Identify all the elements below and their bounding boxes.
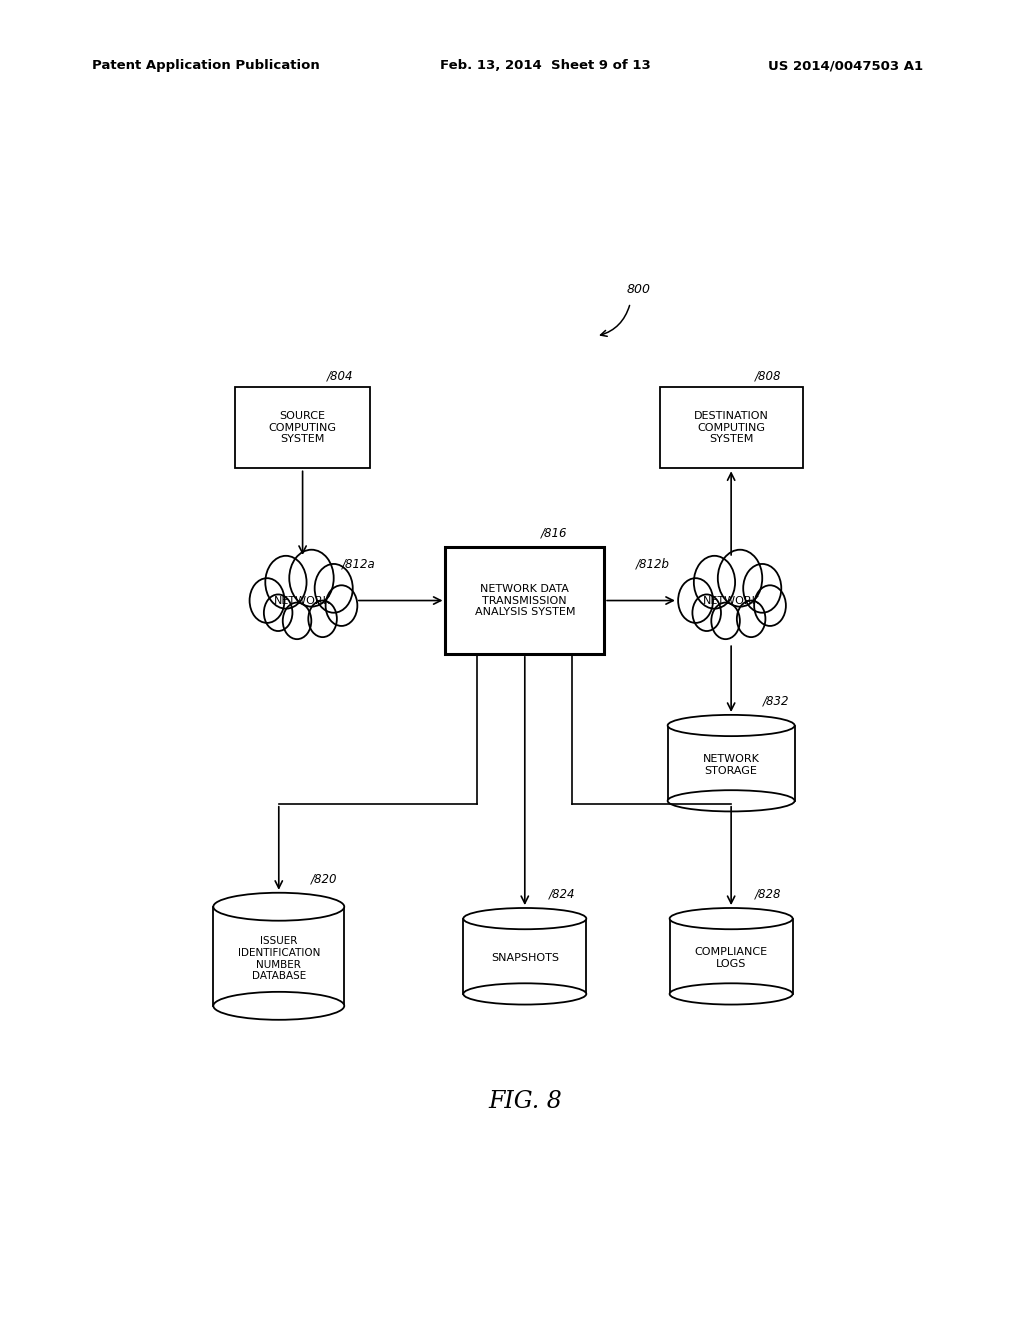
Ellipse shape	[213, 991, 344, 1020]
Circle shape	[326, 585, 357, 626]
Circle shape	[308, 601, 337, 638]
Bar	[463, 919, 587, 994]
Ellipse shape	[463, 908, 587, 929]
Ellipse shape	[668, 791, 795, 812]
Text: NETWORK
STORAGE: NETWORK STORAGE	[702, 754, 760, 776]
Text: Feb. 13, 2014  Sheet 9 of 13: Feb. 13, 2014 Sheet 9 of 13	[440, 59, 651, 73]
Circle shape	[264, 594, 293, 631]
Text: Patent Application Publication: Patent Application Publication	[92, 59, 319, 73]
Circle shape	[289, 549, 334, 607]
Text: 800: 800	[627, 282, 650, 296]
Text: /832: /832	[763, 694, 790, 708]
Circle shape	[718, 549, 762, 607]
Ellipse shape	[670, 983, 793, 1005]
Bar	[668, 726, 795, 801]
Circle shape	[694, 556, 735, 609]
Bar	[236, 387, 370, 469]
Circle shape	[283, 602, 311, 639]
Text: US 2014/0047503 A1: US 2014/0047503 A1	[768, 59, 923, 73]
Text: ISSUER
IDENTIFICATION
NUMBER
DATABASE: ISSUER IDENTIFICATION NUMBER DATABASE	[238, 936, 319, 981]
Polygon shape	[700, 576, 762, 626]
Polygon shape	[271, 576, 334, 626]
Text: SNAPSHOTS: SNAPSHOTS	[490, 953, 559, 964]
Circle shape	[678, 578, 713, 623]
Ellipse shape	[670, 908, 793, 929]
Bar	[213, 907, 344, 1006]
Text: NETWORK: NETWORK	[274, 595, 331, 606]
Circle shape	[737, 601, 765, 638]
Bar	[659, 387, 803, 469]
Circle shape	[712, 602, 740, 639]
Circle shape	[265, 556, 306, 609]
Text: /812a: /812a	[342, 557, 376, 570]
Text: NETWORK: NETWORK	[702, 595, 760, 606]
Ellipse shape	[213, 892, 344, 921]
Text: /816: /816	[541, 527, 567, 540]
Text: COMPLIANCE
LOGS: COMPLIANCE LOGS	[694, 948, 768, 969]
Circle shape	[692, 594, 721, 631]
Text: /824: /824	[549, 887, 575, 900]
Ellipse shape	[463, 983, 587, 1005]
Text: /820: /820	[310, 873, 337, 886]
Text: /808: /808	[755, 370, 781, 381]
Text: /812b: /812b	[636, 557, 670, 570]
Ellipse shape	[668, 715, 795, 737]
Text: NETWORK DATA
TRANSMISSION
ANALYSIS SYSTEM: NETWORK DATA TRANSMISSION ANALYSIS SYSTE…	[474, 583, 575, 618]
Text: SOURCE
COMPUTING
SYSTEM: SOURCE COMPUTING SYSTEM	[268, 411, 337, 445]
Circle shape	[754, 585, 785, 626]
Bar	[445, 548, 604, 653]
Circle shape	[250, 578, 285, 623]
Circle shape	[314, 564, 352, 612]
Text: /804: /804	[327, 370, 353, 381]
Text: FIG. 8: FIG. 8	[487, 1090, 562, 1113]
Text: /828: /828	[755, 887, 781, 900]
Text: DESTINATION
COMPUTING
SYSTEM: DESTINATION COMPUTING SYSTEM	[693, 411, 769, 445]
Circle shape	[743, 564, 781, 612]
Bar	[670, 919, 793, 994]
